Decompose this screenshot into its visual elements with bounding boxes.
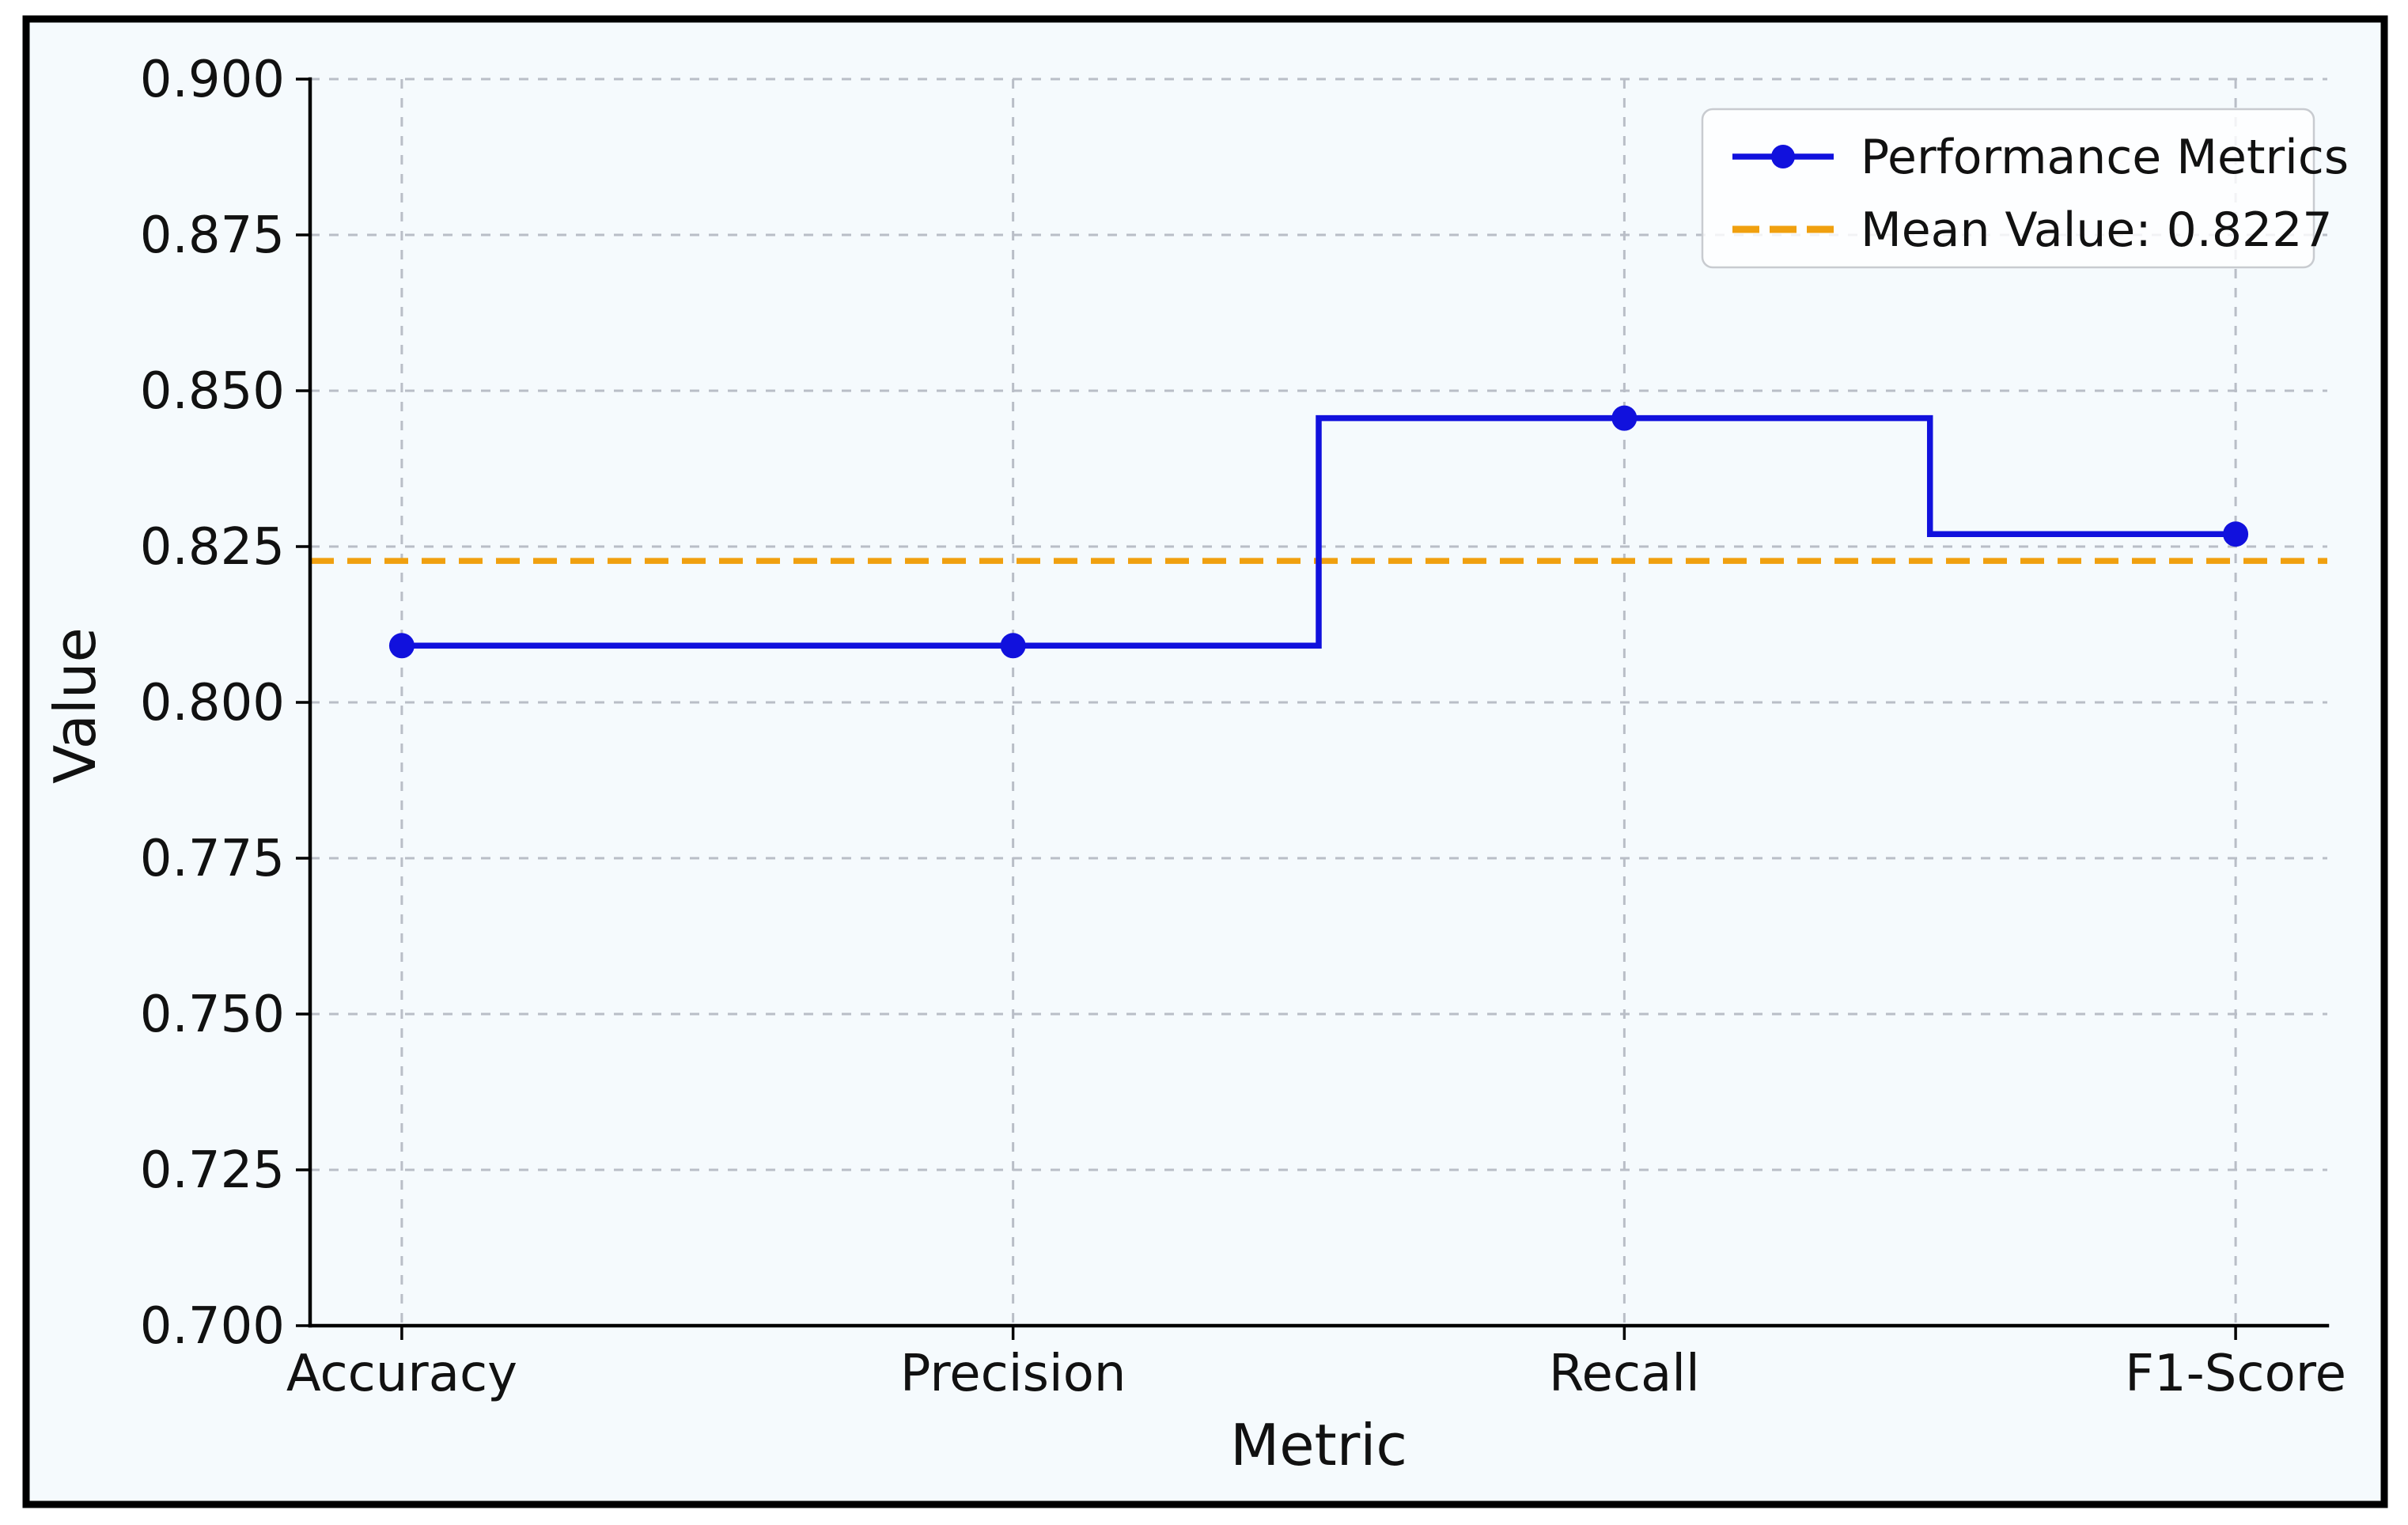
y-tick-label: 0.775 [140, 830, 285, 888]
data-point-marker [1611, 405, 1638, 431]
performance-step-line [401, 414, 2236, 649]
legend: Performance Metrics Mean Value: 0.8227 [1701, 108, 2349, 269]
x-axis-title: Metric [1230, 1412, 1407, 1478]
axes-and-ticks: 0.700 0.725 0.750 0.775 0.800 0.825 0.850 0.875… [140, 51, 2346, 1403]
data-point-marker [1000, 633, 1026, 659]
y-tick-label: 0.825 [140, 518, 285, 577]
y-axis-title: Value [42, 627, 108, 784]
y-tick-label: 0.875 [140, 206, 285, 265]
data-point-marker [388, 633, 415, 659]
x-tick-label: F1-Score [2125, 1345, 2346, 1403]
legend-entry-series: Performance Metrics [1861, 130, 2349, 185]
y-tick-label: 0.800 [140, 674, 285, 732]
y-tick-label: 0.850 [140, 362, 285, 421]
y-tick-label: 0.700 [140, 1297, 285, 1356]
legend-box [1701, 108, 2315, 269]
x-tick-label: Recall [1549, 1345, 1700, 1403]
y-tick-label: 0.750 [140, 986, 285, 1044]
legend-series-marker-sample [1771, 145, 1795, 168]
y-tick-label: 0.725 [140, 1141, 285, 1200]
legend-entry-mean: Mean Value: 0.8227 [1861, 202, 2333, 258]
data-point-marker [2223, 521, 2249, 547]
x-tick-label: Accuracy [286, 1345, 517, 1403]
y-tick-label: 0.900 [140, 51, 285, 109]
data-series [310, 405, 2327, 659]
x-tick-label: Precision [900, 1345, 1126, 1403]
